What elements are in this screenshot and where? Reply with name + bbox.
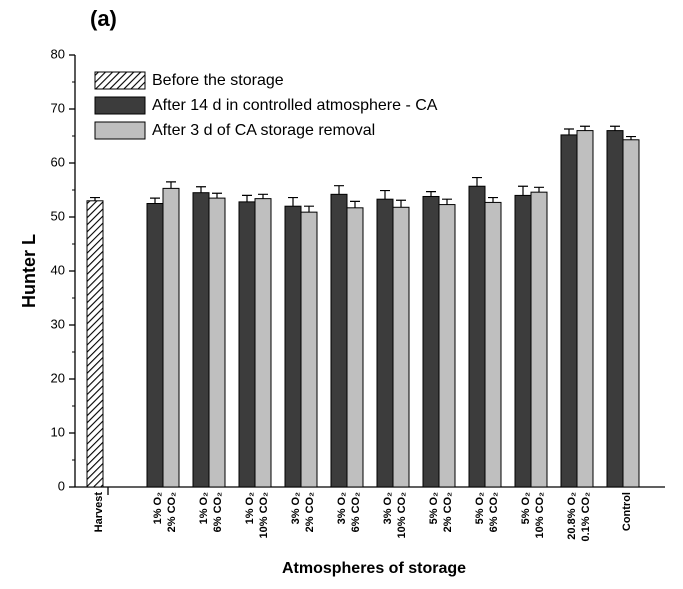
error-bar bbox=[212, 192, 222, 199]
bar bbox=[530, 191, 548, 488]
error-bar bbox=[334, 185, 344, 195]
bar bbox=[514, 194, 532, 488]
x-tick-label: 6% CO₂ bbox=[488, 492, 500, 532]
bar bbox=[468, 185, 486, 488]
error-bar bbox=[150, 197, 160, 204]
x-tick-label: 1% O₂ bbox=[198, 492, 210, 525]
bar bbox=[376, 198, 394, 488]
x-tick-label: 2% CO₂ bbox=[304, 492, 316, 532]
bar bbox=[238, 201, 256, 488]
x-tick-label: 2% CO₂ bbox=[166, 492, 178, 532]
error-bar bbox=[518, 185, 528, 196]
y-tick-label: 0 bbox=[58, 478, 65, 493]
error-bar bbox=[166, 181, 176, 189]
error-bar bbox=[534, 186, 544, 193]
bar bbox=[622, 139, 640, 488]
x-tick-label: 3% O₂ bbox=[336, 492, 348, 525]
bar bbox=[606, 130, 624, 488]
bar bbox=[484, 201, 502, 488]
bar bbox=[330, 193, 348, 488]
x-tick-label: 5% O₂ bbox=[520, 492, 532, 525]
legend-label: After 3 d of CA storage removal bbox=[152, 122, 375, 139]
legend-label: Before the storage bbox=[152, 72, 284, 89]
x-axis-label: Atmospheres of storage bbox=[282, 560, 466, 577]
legend-swatch bbox=[94, 71, 146, 90]
x-tick-label: 20.8% O₂ bbox=[566, 492, 578, 540]
bar bbox=[392, 206, 410, 488]
bar bbox=[254, 198, 272, 488]
x-tick-label: 10% CO₂ bbox=[258, 492, 270, 539]
error-bar bbox=[488, 196, 498, 203]
x-tick-label: Control bbox=[621, 492, 633, 531]
bar bbox=[146, 203, 164, 488]
bar bbox=[422, 195, 440, 488]
error-bar bbox=[610, 125, 620, 131]
error-bar bbox=[242, 194, 252, 202]
x-tick-label: 2% CO₂ bbox=[442, 492, 454, 532]
error-bar bbox=[288, 196, 298, 207]
bar bbox=[576, 130, 594, 488]
error-bar bbox=[90, 196, 100, 201]
error-bar bbox=[258, 193, 268, 199]
error-bar bbox=[396, 199, 406, 208]
x-tick-label: 3% O₂ bbox=[290, 492, 302, 525]
x-tick-label: 3% O₂ bbox=[382, 492, 394, 525]
bar bbox=[438, 204, 456, 488]
error-bar bbox=[442, 198, 452, 205]
bar bbox=[346, 207, 364, 488]
y-tick-label: 60 bbox=[51, 154, 65, 169]
x-tick-label: 5% O₂ bbox=[428, 492, 440, 525]
panel-label: (a) bbox=[90, 6, 117, 31]
error-bar bbox=[196, 186, 206, 193]
x-tick-label: 5% O₂ bbox=[474, 492, 486, 525]
y-tick-label: 50 bbox=[51, 208, 65, 223]
x-tick-label: Harvest bbox=[93, 492, 105, 533]
error-bar bbox=[426, 191, 436, 197]
x-tick-label: 0.1% CO₂ bbox=[580, 492, 592, 542]
bar bbox=[208, 197, 226, 488]
y-tick-label: 70 bbox=[51, 100, 65, 115]
error-bar bbox=[380, 189, 390, 200]
x-tick-label: 6% CO₂ bbox=[350, 492, 362, 532]
legend-swatch bbox=[94, 96, 146, 115]
error-bar bbox=[580, 125, 590, 131]
x-tick-label: 10% CO₂ bbox=[534, 492, 546, 539]
x-tick-label: 10% CO₂ bbox=[396, 492, 408, 539]
error-bar bbox=[626, 135, 636, 140]
bar bbox=[86, 200, 104, 488]
bar bbox=[300, 211, 318, 488]
y-tick-label: 30 bbox=[51, 316, 65, 331]
error-bar bbox=[472, 176, 482, 187]
bar bbox=[284, 205, 302, 488]
y-tick-label: 80 bbox=[51, 46, 65, 61]
y-tick-label: 10 bbox=[51, 424, 65, 439]
bar bbox=[192, 192, 210, 488]
error-bar bbox=[350, 200, 360, 208]
bar bbox=[162, 187, 180, 488]
x-tick-label: 1% O₂ bbox=[244, 492, 256, 525]
x-tick-label: 6% CO₂ bbox=[212, 492, 224, 532]
y-axis-label: Hunter L bbox=[19, 234, 39, 308]
y-tick-label: 20 bbox=[51, 370, 65, 385]
error-bar bbox=[564, 128, 574, 135]
legend-label: After 14 d in controlled atmosphere - CA bbox=[152, 97, 438, 114]
error-bar bbox=[304, 205, 314, 213]
x-tick-label: 1% O₂ bbox=[152, 492, 164, 525]
legend-swatch bbox=[94, 121, 146, 140]
y-tick-label: 40 bbox=[51, 262, 65, 277]
bar bbox=[560, 134, 578, 488]
